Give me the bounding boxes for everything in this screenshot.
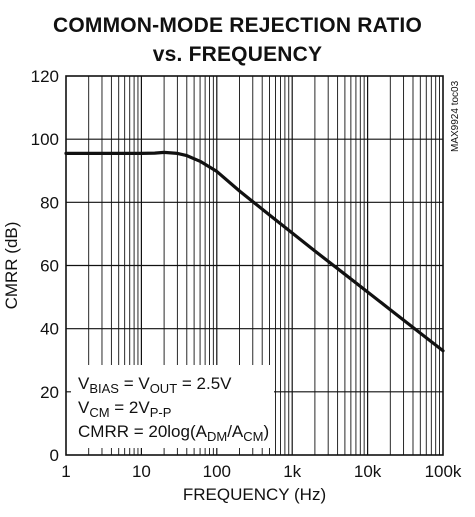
y-tick-label: 60 [40,257,59,276]
x-tick-label: 1 [61,462,70,481]
series-line-cmrr [64,150,445,353]
x-tick-label: 10k [354,462,382,481]
x-tick-label: 100k [425,462,462,481]
y-tick-label: 0 [50,446,59,465]
chart-title-line-1: COMMON-MODE REJECTION RATIO [52,14,422,37]
y-tick-label: 120 [31,67,59,86]
y-tick-label: 100 [31,130,59,149]
x-tick-label: 1k [283,462,301,481]
chart-title-line-2: vs. FREQUENCY [152,43,323,66]
x-axis-label: FREQUENCY (Hz) [183,485,326,504]
annotation-line: VBIAS = VOUT = 2.5V [78,374,232,396]
plot-frame [65,75,444,456]
y-axis-label: CMRR (dB) [2,222,21,310]
figure-code: MAX9924 toc03 [450,80,461,152]
x-tick-label: 10 [132,462,151,481]
annotation-line: CMRR = 20log(ADM/ACM) [78,422,269,444]
y-tick-label: 80 [40,193,59,212]
y-tick-label: 20 [40,383,59,402]
x-tick-label: 100 [203,462,231,481]
annotation-background [71,365,274,448]
annotation-line: VCM = 2VP-P [78,398,171,420]
y-tick-label: 40 [40,320,59,339]
